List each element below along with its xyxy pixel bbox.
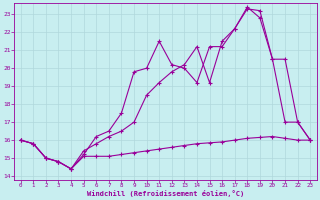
X-axis label: Windchill (Refroidissement éolien,°C): Windchill (Refroidissement éolien,°C) bbox=[87, 190, 244, 197]
